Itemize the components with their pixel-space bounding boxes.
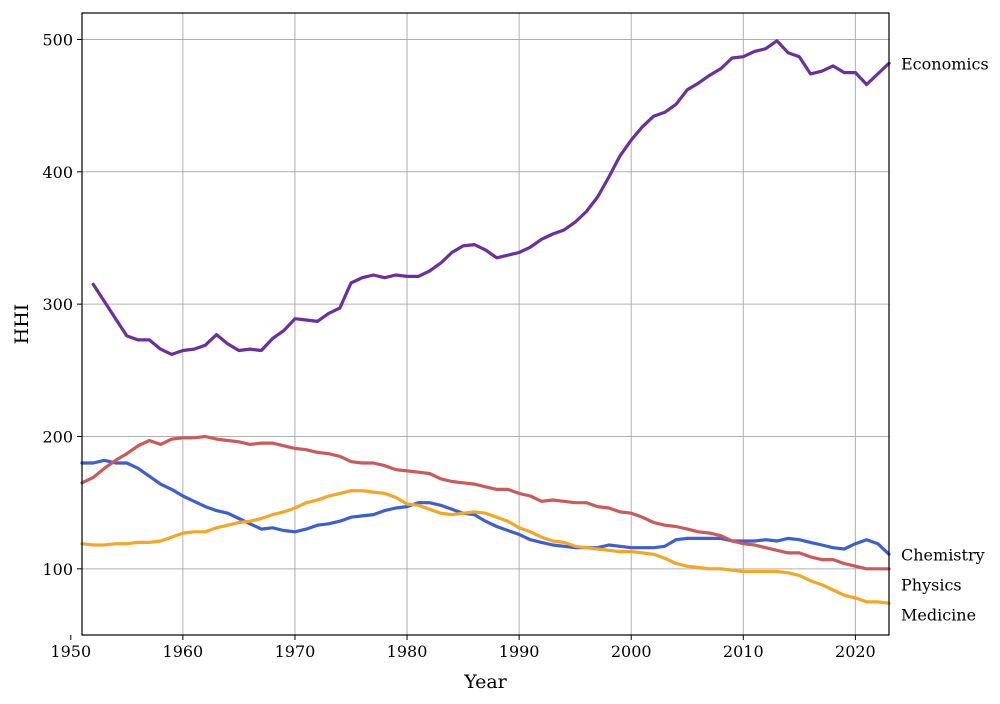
x-tick-label: 1960: [163, 642, 204, 661]
series-label-physics: Physics: [901, 575, 962, 594]
series-labels: Economics Chemistry Physics Medicine: [901, 54, 989, 624]
x-tick-label: 1980: [387, 642, 428, 661]
plot-area-frame: [81, 12, 890, 636]
x-tick-label: 2010: [723, 642, 764, 661]
grid-lines: [82, 13, 889, 635]
y-tick-label: 400: [42, 163, 73, 182]
series-lines: [80, 39, 891, 605]
x-tick-label: 2020: [835, 642, 876, 661]
y-tick-label: 100: [42, 560, 73, 579]
series-label-medicine: Medicine: [901, 605, 976, 624]
y-tick-label: 300: [42, 295, 73, 314]
series-line-physics: [80, 434, 891, 571]
axis-ticks: 1950 1960 1970 1980 1990 2000 2010 2020 100 200 30…: [42, 30, 875, 661]
x-tick-label: 1990: [499, 642, 540, 661]
series-line-chemistry: [80, 458, 891, 556]
series-line-medicine: [80, 489, 891, 605]
y-tick-label: 200: [42, 427, 73, 446]
y-tick-label: 500: [42, 30, 73, 49]
series-line-economics: [91, 39, 891, 356]
x-tick-label: 1970: [275, 642, 316, 661]
series-label-economics: Economics: [901, 54, 989, 73]
x-tick-label: 2000: [611, 642, 652, 661]
x-axis-label: Year: [463, 671, 507, 693]
x-tick-label: 1950: [50, 642, 91, 661]
y-axis-label: HHI: [11, 304, 33, 345]
series-label-chemistry: Chemistry: [901, 545, 985, 564]
